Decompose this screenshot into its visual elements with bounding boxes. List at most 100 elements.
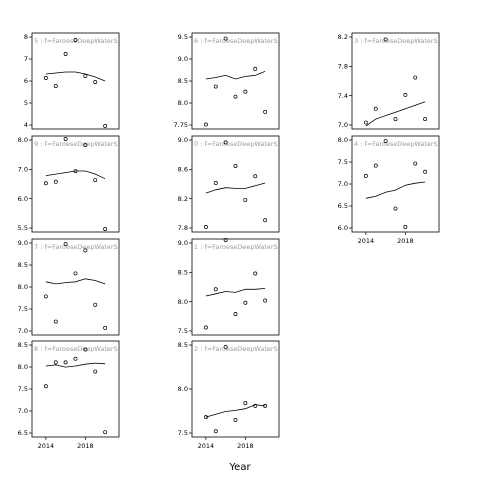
data-point <box>43 76 48 80</box>
data-point <box>53 360 58 365</box>
data-point <box>223 238 228 242</box>
y-tick-label: 7.8 <box>338 63 348 71</box>
panel-frame <box>31 32 120 130</box>
data-point <box>63 52 68 56</box>
data-point <box>73 271 78 276</box>
data-point <box>263 298 268 303</box>
y-tick-label: 7.5 <box>178 327 188 335</box>
data-point <box>243 300 248 305</box>
y-tick-label: 5 <box>24 99 28 107</box>
data-point <box>243 401 248 406</box>
y-tick-label: 7.75 <box>174 121 188 129</box>
data-point <box>83 143 88 148</box>
x-tick-label: 2018 <box>237 442 254 450</box>
data-point <box>223 344 228 349</box>
data-point <box>393 117 398 122</box>
y-tick-label: 9.0 <box>178 239 188 247</box>
panel-10: 2 : f=FaroeseDeepWaterS 7.5 8.0 8.5 2014 2018 <box>178 340 280 450</box>
data-point <box>363 173 368 178</box>
data-point <box>263 403 268 408</box>
panel-frame <box>31 135 120 233</box>
trend-line <box>205 404 266 418</box>
panel-5: 0 : f=FaroeseDeepWaterS 7.8 8.2 8.6 9.0 <box>178 135 280 233</box>
data-point <box>43 181 48 186</box>
data-point <box>43 294 48 299</box>
data-point <box>213 181 218 185</box>
y-tick-label: 6 <box>24 77 28 85</box>
data-point <box>103 124 108 128</box>
trend-line <box>45 278 106 285</box>
y-tick-label: 8.2 <box>338 33 348 41</box>
data-point <box>253 403 258 408</box>
y-tick-label: 9.0 <box>178 136 188 144</box>
y-tick-label: 6.0 <box>338 224 348 232</box>
data-point <box>263 109 268 114</box>
data-point <box>233 94 238 99</box>
panel-frame <box>191 238 280 336</box>
panel-frame <box>191 135 280 233</box>
data-point <box>203 122 208 127</box>
panel-8: 1 : f=FaroeseDeepWaterS 7.5 8.0 8.5 9.0 <box>178 238 280 336</box>
data-point <box>223 36 228 41</box>
y-tick-label: 7.0 <box>338 121 348 129</box>
y-tick-label: 8.5 <box>178 341 188 349</box>
y-tick-label: 7 <box>24 55 28 63</box>
data-point <box>213 287 218 292</box>
trend-line <box>205 182 266 194</box>
y-tick-label: 7.0 <box>18 327 28 335</box>
y-tick-label: 7.0 <box>18 166 28 174</box>
y-tick-label: 8.6 <box>178 166 188 174</box>
x-tick-label: 2014 <box>358 237 375 245</box>
y-tick-label: 8.0 <box>178 99 188 107</box>
data-point <box>263 218 268 223</box>
data-point <box>363 120 368 125</box>
data-point <box>93 302 98 307</box>
panel-9: 8 : f=FaroeseDeepWaterS 6.5 7.0 7.5 8.0 8.5 20… <box>18 340 120 450</box>
data-point <box>203 225 208 229</box>
data-point <box>373 163 378 168</box>
trend-line <box>365 181 426 199</box>
data-point <box>93 80 98 84</box>
panel-title: 7 : f=FaroeseDeepWaterS <box>34 243 118 251</box>
panel-frame <box>31 340 120 438</box>
panel-title: 9 : f=FaroeseDeepWaterS <box>34 140 118 148</box>
panel-title: 2 : f=FaroeseDeepWaterS <box>194 345 278 353</box>
panel-grid: 5 : f=FaroeseDeepWaterS 4 5 6 7 8 6 : f=Faroes… <box>18 32 440 450</box>
data-point <box>103 430 108 435</box>
y-tick-label: 8.5 <box>18 341 28 349</box>
data-point <box>43 384 48 389</box>
data-point <box>63 137 68 141</box>
data-point <box>103 325 108 330</box>
y-tick-label: 7.8 <box>178 224 188 232</box>
data-point <box>413 161 418 166</box>
data-point <box>83 347 88 352</box>
data-point <box>233 164 238 169</box>
data-point <box>403 92 408 97</box>
y-tick-label: 8.0 <box>178 298 188 306</box>
data-point <box>413 75 418 80</box>
data-point <box>93 369 98 374</box>
panel-2: 6 : f=FaroeseDeepWaterS 7.75 8.0 8.5 9.0 9.5 <box>174 32 280 130</box>
panel-frame <box>31 238 120 336</box>
panel-title: 5 : f=FaroeseDeepWaterS <box>34 37 118 45</box>
data-point <box>83 74 88 78</box>
data-point <box>213 84 218 89</box>
data-point <box>253 174 258 179</box>
data-point <box>93 178 98 183</box>
trend-line <box>205 288 266 297</box>
y-tick-label: 7.5 <box>178 429 188 437</box>
data-point <box>83 248 88 253</box>
data-point <box>243 197 248 202</box>
data-point <box>383 139 388 143</box>
y-tick-label: 9.5 <box>178 33 188 41</box>
y-tick-label: 7.0 <box>18 407 28 415</box>
y-tick-label: 8.0 <box>18 363 28 371</box>
x-tick-label: 2018 <box>397 237 414 245</box>
panel-title: 4 : f=FaroeseDeepWaterS <box>354 140 438 148</box>
data-point <box>223 140 228 145</box>
data-point <box>103 227 108 231</box>
data-point <box>373 106 378 111</box>
panel-frame <box>351 135 440 233</box>
y-tick-label: 8.0 <box>18 136 28 144</box>
y-tick-label: 8.5 <box>178 77 188 85</box>
